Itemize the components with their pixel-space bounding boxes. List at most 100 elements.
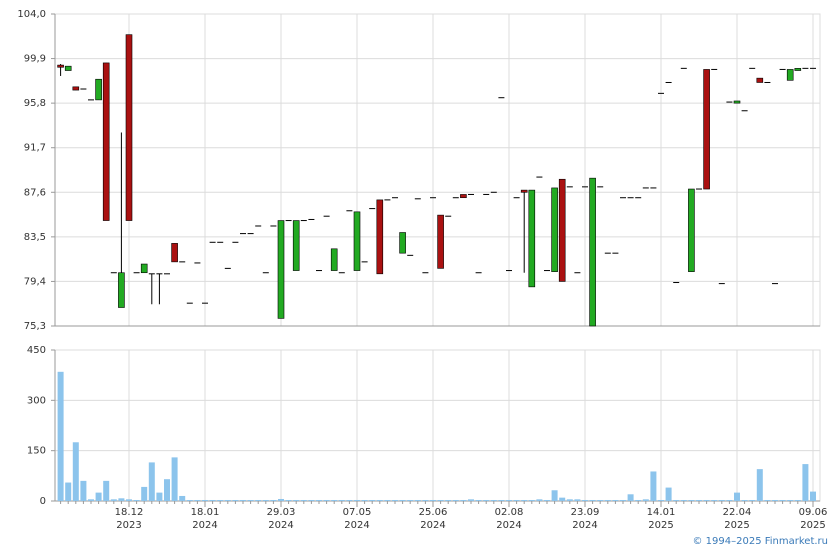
volume-bar xyxy=(118,498,125,501)
volume-bar xyxy=(141,486,148,501)
volume-bar xyxy=(209,499,216,501)
volume-bar xyxy=(696,499,702,501)
candle-body xyxy=(772,283,778,285)
candle-body xyxy=(164,273,170,275)
candle-body xyxy=(544,270,550,272)
volume-bar xyxy=(103,480,110,501)
volume-bar xyxy=(604,499,611,501)
volume-bar xyxy=(559,497,566,501)
candle-body xyxy=(316,270,322,272)
candle-body xyxy=(620,197,626,199)
volume-bar xyxy=(460,499,467,501)
candle-body xyxy=(627,197,634,199)
volume-panel xyxy=(54,349,821,502)
candle-body xyxy=(72,86,80,91)
volume-bar xyxy=(255,499,262,501)
volume-bar xyxy=(718,499,725,501)
candle-body xyxy=(779,68,786,70)
volume-bar xyxy=(300,499,307,501)
volume-bar xyxy=(490,499,497,501)
volume-bar xyxy=(407,499,414,501)
candle-body xyxy=(650,187,657,189)
candle-body xyxy=(300,220,307,222)
candle-body xyxy=(452,197,459,199)
volume-bar xyxy=(186,499,193,501)
volume-bar xyxy=(346,499,353,501)
candle-body xyxy=(718,283,725,285)
volume-bar xyxy=(194,499,201,501)
candle-body xyxy=(810,67,816,69)
x-tick-year: 2023 xyxy=(116,520,141,531)
volume-bar xyxy=(551,490,558,501)
x-tick-label: 23.09 xyxy=(571,507,600,518)
x-tick-year: 2024 xyxy=(572,520,597,531)
volume-bar xyxy=(293,499,300,501)
candle-body xyxy=(57,64,64,68)
candle-body xyxy=(285,220,292,222)
candle-body xyxy=(696,188,702,190)
candle-body xyxy=(558,178,566,282)
candle-body xyxy=(361,261,368,263)
volume-bar xyxy=(217,499,224,501)
volume-bar xyxy=(483,499,490,501)
volume-bar xyxy=(57,371,64,501)
candle-body xyxy=(589,177,596,327)
volume-bar xyxy=(65,482,72,501)
volume-bar xyxy=(126,499,132,501)
volume-bar xyxy=(498,499,505,501)
volume-bar xyxy=(528,499,535,501)
y-tick-label: 95,8 xyxy=(24,98,46,109)
candle-body xyxy=(399,232,406,254)
volume-bar xyxy=(574,499,581,501)
volume-bar xyxy=(156,492,163,501)
x-tick-year: 2025 xyxy=(724,520,749,531)
y-tick-label: 87,6 xyxy=(24,187,46,198)
candle-body xyxy=(338,272,345,274)
candle-body xyxy=(125,34,133,221)
volume-bar xyxy=(794,499,801,501)
candle-body xyxy=(323,215,330,217)
volume-bar xyxy=(430,499,436,501)
volume-bar xyxy=(802,464,809,501)
volume-bar xyxy=(452,499,459,501)
volume-bar xyxy=(88,499,94,501)
candle-body xyxy=(156,273,163,275)
candle-body xyxy=(680,67,687,69)
volume-bar xyxy=(658,499,664,501)
footer: © 1994–2025 Finmarket.ru xyxy=(692,536,828,547)
candle-body xyxy=(202,302,208,304)
x-tick-year: 2025 xyxy=(800,520,825,531)
candle-body xyxy=(64,65,72,71)
volume-bar xyxy=(232,499,239,501)
volume-bar xyxy=(361,499,368,501)
volume-bar xyxy=(726,499,733,501)
candle-body xyxy=(741,110,748,112)
candle-body xyxy=(566,186,573,188)
volume-bar xyxy=(308,499,315,501)
volume-bar xyxy=(148,462,155,501)
volume-bar xyxy=(468,499,474,501)
candle-body xyxy=(217,241,224,243)
candle-body xyxy=(140,263,148,274)
candle-body xyxy=(376,199,384,275)
candle-body xyxy=(171,243,178,263)
x-tick-label: 07.05 xyxy=(343,507,372,518)
volume-bar xyxy=(787,499,794,501)
volume-bar xyxy=(392,499,398,501)
candle-body xyxy=(506,270,512,272)
x-tick-label: 22.04 xyxy=(723,507,752,518)
volume-bar xyxy=(171,457,178,501)
volume-bar xyxy=(665,487,672,501)
candle-body xyxy=(520,189,528,193)
volume-bar xyxy=(384,499,391,501)
candle-body xyxy=(794,68,802,71)
volume-bar xyxy=(224,499,231,501)
volume-bar xyxy=(376,499,383,501)
candle-body xyxy=(764,81,771,83)
volume-bar xyxy=(810,491,816,501)
candle-body xyxy=(574,272,581,274)
volume-bar xyxy=(72,442,79,501)
volume-bar xyxy=(650,471,657,501)
volume-bar xyxy=(635,499,642,501)
